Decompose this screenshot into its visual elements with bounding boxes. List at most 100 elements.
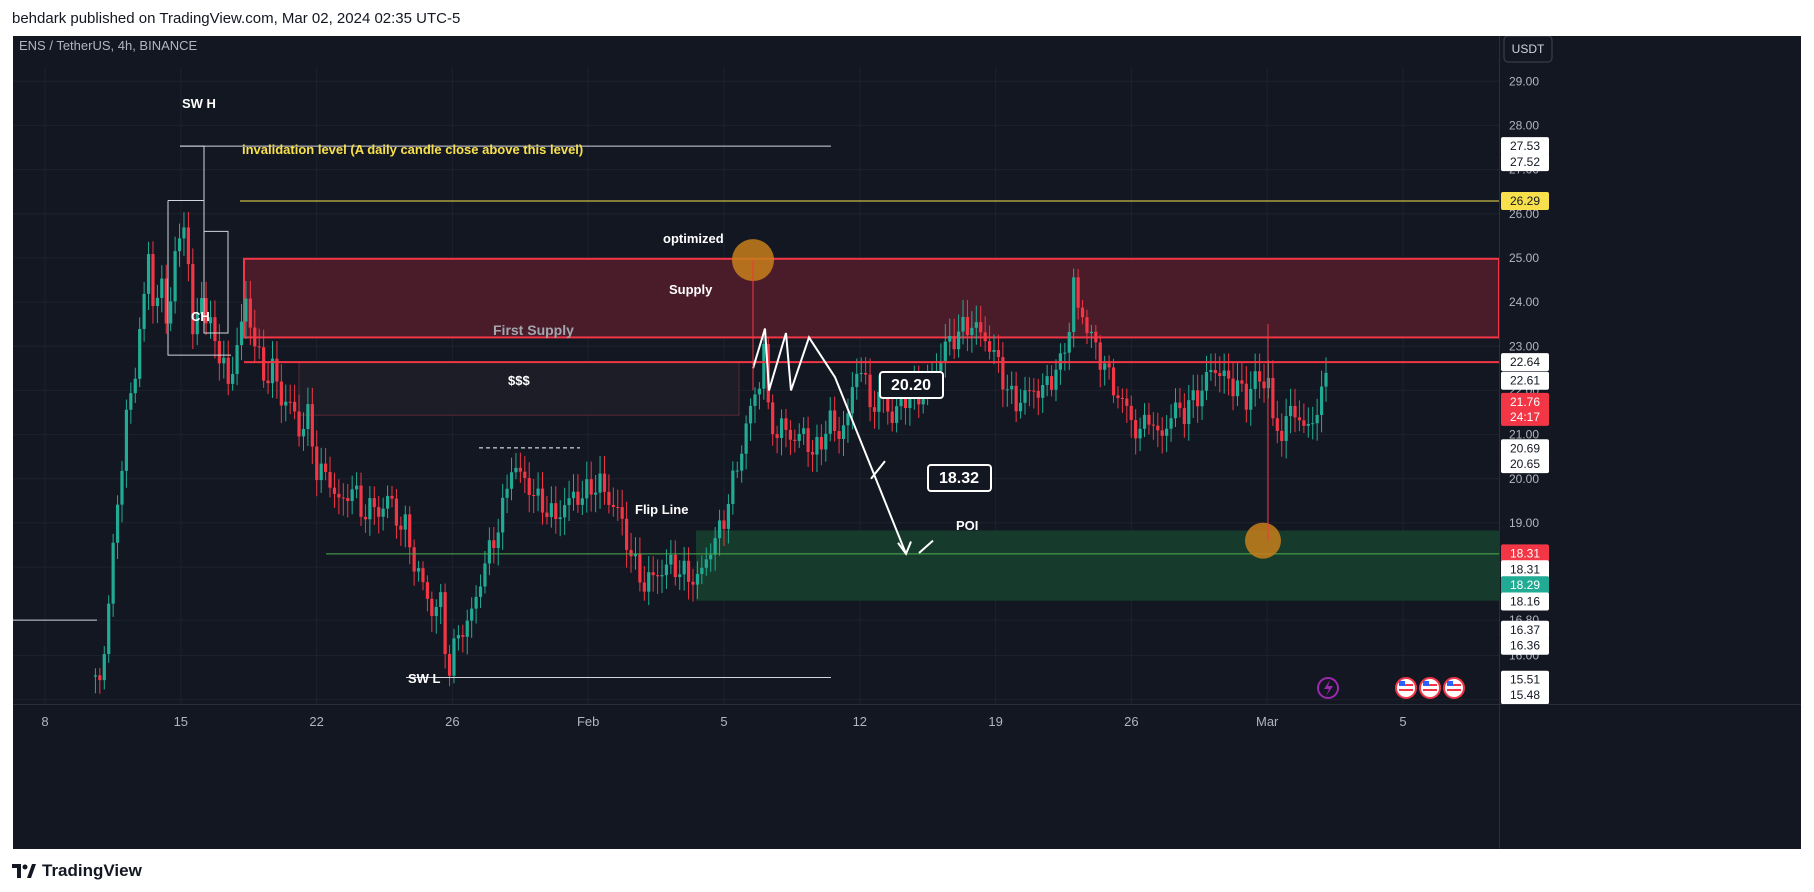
candle-body [602,473,607,492]
candle-body [629,549,633,557]
candle-body [239,321,244,346]
candle-body [222,357,226,364]
us-flag-icon[interactable] [1395,677,1417,699]
candle-body [1018,402,1023,412]
candle-body [1125,398,1129,406]
us-flag-icon[interactable] [1443,677,1465,699]
sw-high-box [180,145,205,201]
candle-body [872,407,877,412]
candle-body [731,470,735,505]
candle-body [301,428,306,437]
candle-body [983,332,987,342]
candle-body [939,360,943,371]
candle-body [956,331,961,350]
candle-body [1284,416,1288,441]
candle-body [726,504,731,529]
price-tick-label: 21.00 [1509,428,1539,442]
candle-body [177,238,182,252]
candle-body [704,559,708,568]
candle-body [1204,372,1209,391]
price-label-text: 24:17 [1510,410,1540,424]
us-flag-icon[interactable] [1419,677,1441,699]
candle-body [244,298,248,322]
currency-button[interactable]: USDT [1503,35,1553,63]
price-label-text: 27.53 [1510,139,1540,153]
candle-body [306,404,310,429]
candle-body [319,463,323,481]
price-tick-label: 20.00 [1509,472,1539,486]
price-label-box [1501,620,1549,639]
candle-body [1173,402,1178,419]
candle-body [554,503,558,520]
price-tick-label: 26.00 [1509,207,1539,221]
candle-body [1187,400,1191,425]
price-label-text: 15.51 [1510,673,1540,687]
price-label-box [1501,544,1549,563]
candle-body [1227,370,1231,379]
price-label-text: 21.76 [1510,395,1540,409]
candle-body [337,493,341,498]
candle-body [195,313,199,335]
candle-body [1156,425,1160,431]
candle-body [1054,369,1058,390]
candle-body [1001,357,1005,390]
candle-body [505,488,509,498]
candle-body [868,374,872,408]
candle-body [443,592,447,655]
candle-body [886,396,890,412]
candle-body [859,373,863,375]
price-label-box [1501,407,1549,426]
candle-body [970,327,974,336]
currency-button-label: USDT [1512,42,1545,56]
candle-body [952,336,956,350]
candle-body [1182,408,1186,425]
candle-body [527,478,531,495]
candle-body [1253,371,1257,389]
drawings-layer [8,145,1499,678]
price-label-box [1501,576,1549,595]
candle-body [1191,390,1195,401]
tradingview-logo[interactable]: TradingView [12,861,142,881]
label-poi: POI [956,518,978,533]
candle-body [1240,380,1244,384]
candle-body [735,470,739,472]
candle-body [421,568,425,583]
candle-body [678,574,682,578]
callout-18-32-text: 18.32 [939,470,979,487]
symbol-title: ENS / TetherUS, 4h, BINANCE [19,38,198,53]
price-label-text: 18.31 [1510,562,1540,576]
candle-body [1036,391,1040,398]
candle-body [1258,371,1262,382]
price-label-box [1501,439,1549,458]
price-chart[interactable]: ENS / TetherUS, 4h, BINANCE SW H invalid… [8,35,1801,849]
candle-body [155,297,159,307]
poi-zone [696,530,1499,601]
candle-body [213,317,217,342]
chart-area[interactable]: ENS / TetherUS, 4h, BINANCE SW H invalid… [8,35,1801,849]
candle-body [890,411,894,423]
candle-body [1165,428,1169,436]
price-label-box [1501,191,1549,210]
candle-body [682,560,686,575]
candle-body [841,425,846,439]
candle-body [837,431,841,439]
candle-body [164,278,168,324]
callout-20-20: 20.20 [879,371,944,399]
candle-body [1049,376,1054,390]
candle-body [549,503,553,518]
candle-body [1098,342,1102,370]
grid-lines [13,68,1499,704]
candle-body [372,498,376,508]
time-axis[interactable]: 8 15 22 26 Feb 5 12 19 26 Mar 5 [41,714,1406,729]
candle-body [651,572,655,576]
lightning-icon[interactable] [1317,677,1339,699]
tradingview-logo-icon [12,864,36,878]
candle-body [208,317,213,324]
candle-body [1134,420,1138,439]
price-label-text: 18.29 [1510,578,1540,592]
candle-body [346,498,350,502]
candle-body [390,495,394,499]
candle-body [1041,384,1045,398]
candle-body [1293,405,1297,418]
